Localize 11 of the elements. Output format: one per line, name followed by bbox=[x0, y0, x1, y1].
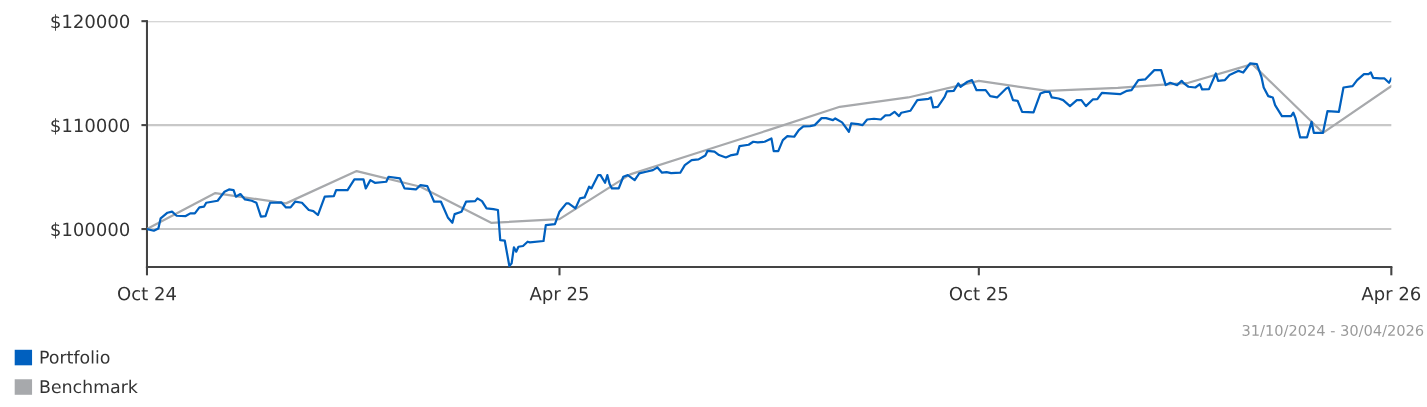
legend-label: Benchmark bbox=[40, 379, 138, 394]
y-tick-label: $110000 bbox=[51, 118, 130, 135]
x-tick-label: Apr 26 bbox=[1361, 286, 1421, 304]
text: 31/10/2024 - 30/04/2026 bbox=[1242, 324, 1424, 338]
legend-label: Portfolio bbox=[40, 350, 110, 364]
x-tick-label: Apr 25 bbox=[529, 286, 588, 304]
x-tick-label: Oct 25 bbox=[949, 286, 1008, 301]
line-series bbox=[146, 62, 1392, 231]
y-tick-label: $120000 bbox=[51, 14, 130, 31]
y-tick-label: $100000 bbox=[51, 222, 130, 239]
x-tick-label: Oct 24 bbox=[118, 286, 176, 301]
